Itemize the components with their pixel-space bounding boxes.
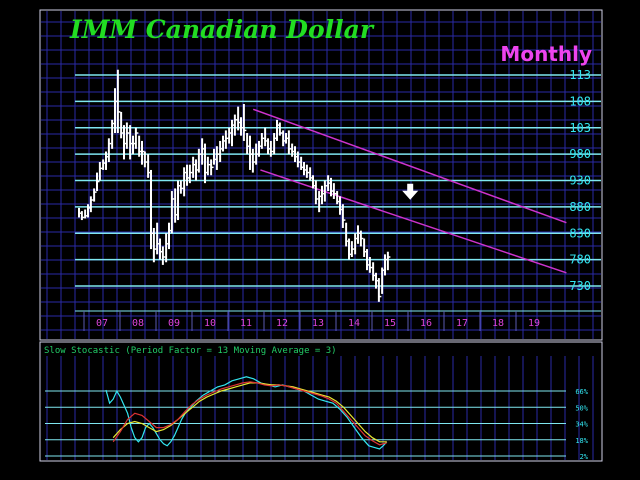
indicator-level-label: 50%: [575, 404, 588, 412]
year-tick-label: 08: [132, 318, 144, 329]
price-bar: [368, 256, 373, 273]
indicator-level-label: 66%: [575, 388, 588, 396]
year-tick-label: 07: [96, 318, 108, 329]
period-label: Monthly: [500, 42, 592, 66]
price-panel-grid: [41, 11, 601, 339]
price-bar: [296, 151, 301, 168]
year-tick-label: 10: [204, 318, 216, 329]
chart-title: IMM Canadian Dollar: [69, 15, 375, 44]
price-bar: [233, 114, 238, 136]
stochastic-fast-line: [105, 376, 388, 450]
trend-line: [260, 169, 567, 274]
year-tick-label: 17: [456, 318, 468, 329]
trend-lines: [252, 108, 567, 274]
indicator-level-label: 18%: [575, 437, 588, 445]
price-bar: [152, 227, 157, 263]
year-tick-label: 16: [420, 318, 432, 329]
price-level-label: 830: [569, 226, 591, 240]
price-panel-frame: [39, 9, 603, 341]
price-bar: [98, 162, 103, 181]
price-bar: [89, 196, 94, 213]
price-level-label: 880: [569, 200, 591, 214]
price-bar: [161, 246, 166, 265]
indicator-level-label: 2%: [580, 453, 589, 461]
price-level-label: 930: [569, 174, 591, 188]
price-bar: [359, 230, 364, 247]
year-tick-label: 13: [312, 318, 324, 329]
down-arrow-annotation: [402, 183, 419, 200]
price-bar: [287, 130, 292, 155]
price-bar: [215, 146, 220, 170]
price-level-labels: 113 108 103 980 930 880 830 780 730: [569, 68, 591, 293]
price-bar: [125, 122, 130, 149]
price-bar: [242, 104, 247, 141]
price-level-label: 780: [569, 253, 591, 267]
indicator-level-label: 34%: [575, 421, 588, 429]
price-bar: [350, 241, 355, 257]
price-bar: [80, 211, 85, 221]
price-bar: [93, 188, 97, 202]
price-level-label: 980: [569, 147, 591, 161]
year-tick-label: 14: [348, 318, 360, 329]
price-bar: [377, 278, 382, 302]
price-bar: [251, 148, 256, 173]
price-level-lines: [75, 74, 601, 287]
price-level-label: 730: [569, 279, 591, 293]
year-tick-label: 19: [528, 318, 540, 329]
stochastic-slow-line: [112, 382, 387, 443]
price-level-label: 113: [569, 68, 591, 82]
year-tick-label: 18: [492, 318, 504, 329]
year-tick-label: 11: [240, 318, 252, 329]
price-bar: [278, 122, 283, 136]
price-bar: [314, 180, 319, 205]
price-bar: [96, 172, 100, 192]
stochastic-lines: [105, 376, 388, 450]
indicator-panel-grid: [46, 356, 594, 460]
price-bar: [170, 191, 175, 234]
down-arrow-icon: [402, 183, 419, 200]
price-bar: [143, 151, 148, 168]
year-tick-label: 12: [276, 318, 288, 329]
price-bar: [188, 164, 193, 184]
price-bar: [134, 127, 139, 149]
year-tick-label: 09: [168, 318, 180, 329]
year-axis-labels: 07 08 09 10 11 12 13 14 15 16 17 18 19: [75, 310, 601, 331]
price-level-label: 103: [569, 121, 591, 135]
price-bar: [269, 140, 274, 157]
indicator-label: Slow Stocastic (Period Factor = 13 Movin…: [44, 346, 337, 356]
price-bar: [210, 159, 214, 176]
price-bar: [206, 156, 211, 176]
price-level-label: 108: [569, 94, 591, 108]
year-tick-label: 15: [384, 318, 396, 329]
price-bar: [323, 180, 328, 202]
price-bar: [197, 148, 202, 173]
price-bar: [332, 183, 337, 199]
price-bar: [260, 133, 265, 149]
indicator-level-labels: 66% 50% 34% 18% 2%: [575, 388, 588, 461]
indicator-level-lines: [45, 390, 566, 457]
price-bar: [224, 130, 229, 149]
stochastic-mid-line: [112, 381, 387, 446]
price-bars: [78, 69, 391, 302]
price-bar: [116, 69, 121, 134]
price-bar: [386, 251, 391, 271]
indicator-panel-frame: [39, 341, 603, 462]
trend-line: [252, 108, 567, 224]
price-bar: [341, 204, 346, 228]
price-bar: [107, 138, 112, 163]
price-bar: [179, 180, 184, 194]
price-bar: [305, 164, 310, 178]
